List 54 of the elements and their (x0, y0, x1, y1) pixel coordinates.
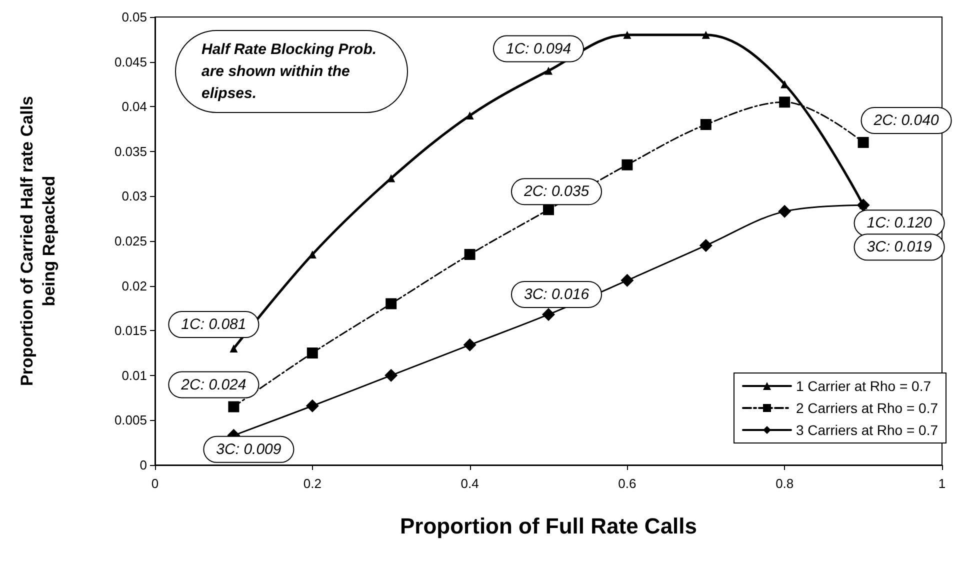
point (542, 308, 555, 321)
x-tick-label: 1 (938, 476, 946, 491)
point (466, 112, 474, 120)
point (306, 399, 319, 412)
y-tick-label: 0.045 (114, 54, 147, 70)
y-tick-label: 0.03 (122, 188, 147, 204)
point (463, 338, 476, 352)
point (620, 274, 634, 287)
y-tick-label: 0 (140, 458, 147, 472)
point (306, 348, 318, 358)
y-tick-label: 0.035 (114, 144, 147, 159)
annotation: 2C: 0.024 (180, 376, 246, 394)
legend-label: 2 Carriers at Rho = 0.7 (796, 400, 938, 416)
y-tick-label: 0.025 (114, 234, 147, 248)
y-tick-label: 0.005 (114, 412, 147, 428)
point (544, 66, 552, 75)
point (543, 204, 554, 216)
annotation: 1C: 0.081 (181, 316, 246, 334)
annotation: 2C: 0.040 (872, 112, 940, 129)
annotation: 3C: 0.016 (524, 286, 590, 303)
point (230, 344, 238, 353)
point (387, 174, 396, 182)
annotation: 1C: 0.120 (866, 214, 932, 232)
x-tick-label: 0.8 (776, 476, 794, 491)
x-tick-label: 0.4 (460, 476, 479, 491)
x-axis-title: Proportion of Full Rate Calls (400, 514, 698, 538)
x-tick-label: 0 (151, 476, 159, 491)
point (623, 30, 632, 39)
point (464, 248, 476, 260)
point (228, 401, 240, 412)
point (702, 30, 710, 39)
annotation: 1C: 0.094 (506, 40, 572, 58)
y-axis-title: Proportion of Carried Half rate Calls being Repacked (18, 96, 58, 386)
y-tick-label: 0.04 (122, 99, 147, 114)
y-tick-label: 0.02 (122, 278, 147, 294)
annotation: 3C: 0.009 (216, 440, 282, 458)
point (622, 159, 633, 170)
legend-label: 3 Carriers at Rho = 0.7 (796, 422, 938, 438)
y-tick-label: 0.015 (114, 323, 147, 338)
legend-label: 1 Carrier at Rho = 0.7 (796, 378, 932, 394)
point (386, 298, 397, 310)
point (778, 204, 792, 218)
point (384, 368, 398, 382)
annotation: 3C: 0.019 (866, 238, 932, 256)
point (858, 136, 869, 148)
y-tick-label: 0.05 (122, 10, 147, 24)
y-tick-label: 0.01 (122, 368, 147, 383)
annotation: 2C: 0.035 (522, 183, 590, 200)
x-tick-label: 0.6 (618, 476, 636, 491)
point (700, 119, 712, 130)
point (699, 238, 712, 252)
point (779, 96, 790, 108)
x-tick-label: 0.2 (303, 476, 322, 491)
annotation: Half Rate Blocking Prob. are shown within the elipses. (202, 41, 377, 102)
